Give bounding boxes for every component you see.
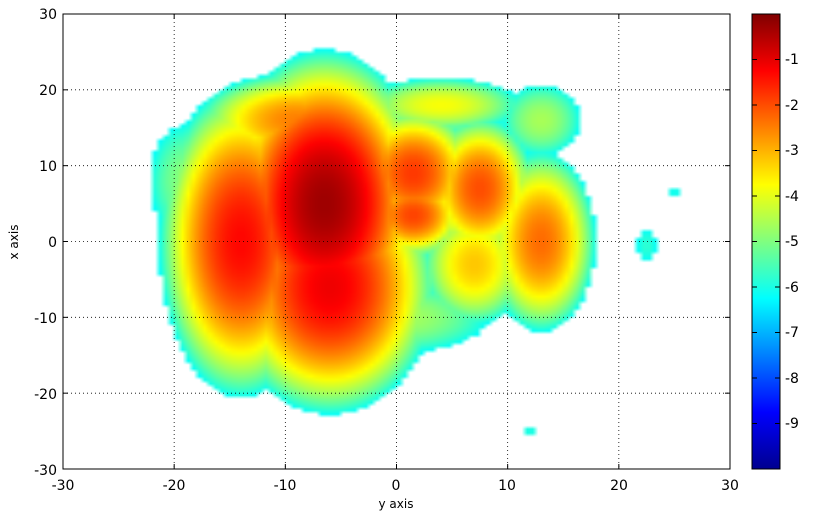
x-tick-label: 10	[498, 478, 516, 494]
colorbar-tick-label: -2	[785, 98, 799, 114]
y-tick-label: 0	[48, 235, 57, 251]
heatmap-image	[63, 14, 730, 469]
colorbar-tick-label: -5	[785, 234, 799, 250]
colorbar-tick-label: -3	[785, 143, 799, 159]
colorbar-tick-label: -4	[785, 189, 799, 205]
x-tick-label: -10	[274, 478, 297, 494]
y-tick-label: 20	[39, 83, 57, 99]
colorbar-tick-label: -7	[785, 325, 799, 341]
y-tick-label: -10	[34, 311, 57, 327]
x-tick-label: 0	[392, 478, 401, 494]
colorbar: -1 -2 -3 -4 -5 -6 -7 -8 -9	[751, 13, 799, 470]
x-tick-label: 30	[721, 478, 739, 494]
x-tick-label: -30	[52, 478, 75, 494]
x-tick-labels: -30 -20 -10 0 10 20 30	[52, 478, 739, 494]
plot-area	[62, 13, 731, 470]
colorbar-tick-label: -1	[785, 52, 799, 68]
x-tick-label: 20	[610, 478, 628, 494]
y-tick-label: 30	[39, 7, 57, 23]
axis-ticks	[62, 13, 731, 470]
x-tick-label: -20	[163, 478, 186, 494]
y-tick-label: -30	[34, 463, 57, 479]
colorbar-tick-label: -8	[785, 371, 799, 387]
y-tick-label: 10	[39, 159, 57, 175]
colorbar-tick-label: -9	[785, 416, 799, 432]
y-tick-label: -20	[34, 387, 57, 403]
y-tick-labels: 30 20 10 0 -10 -20 -30	[34, 7, 57, 479]
colorbar-ticks	[752, 59, 780, 424]
colorbar-tick-label: -6	[785, 280, 799, 296]
y-axis-title: x axis	[7, 225, 21, 260]
x-axis-title: y axis	[379, 497, 414, 511]
